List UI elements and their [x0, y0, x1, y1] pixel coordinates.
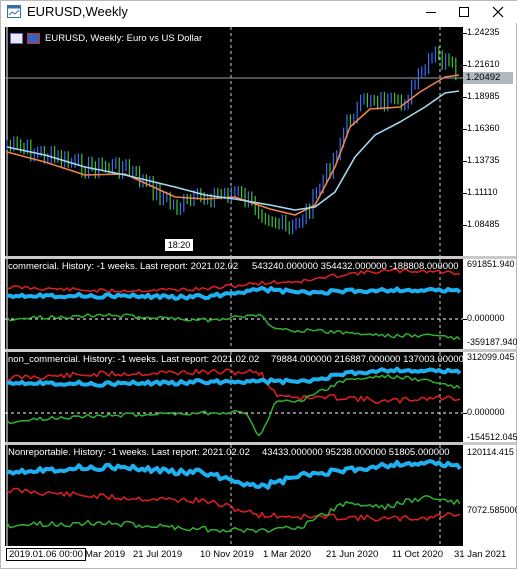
- indicator-axis[interactable]: 691851.940 0.000000 -359187.940: [463, 259, 517, 349]
- title-bar[interactable]: EURUSD,Weekly: [1, 1, 517, 23]
- nonreportable-indicator-panel[interactable]: Nonreportable. History: -1 weeks. Last r…: [5, 445, 463, 546]
- net-positions-line: [6, 285, 462, 301]
- indicator-axis[interactable]: 312099.045 0.000000 -154512.045: [463, 352, 517, 442]
- short-positions-line: [6, 374, 461, 437]
- price-axis[interactable]: 1.24235 1.21610 1.20492 1.18985 1.16360 …: [463, 27, 516, 256]
- non-commercial-indicator-panel[interactable]: non_commercial. History: -1 weeks. Last …: [5, 352, 463, 442]
- price-axis-label: 1.24235: [467, 27, 500, 37]
- price-chart-canvas[interactable]: [5, 27, 463, 256]
- crosshair-time-label: 18:20: [165, 239, 193, 251]
- indicator-axis-label: 691851.940: [467, 259, 515, 269]
- chart-window-icon: [7, 5, 21, 18]
- net-positions-line: [6, 459, 462, 490]
- indicator-axis-label: -359187.940: [467, 337, 517, 347]
- price-chart-panel[interactable]: EURUSD, Weekly: Euro vs US Dollar 18:20: [5, 27, 463, 256]
- indicator-axis-label: 0.000000: [467, 313, 505, 323]
- indicator-values: 43433.000000 95238.000000 51805.000000: [262, 447, 450, 458]
- non-commercial-indicator-canvas[interactable]: [5, 352, 463, 442]
- slow-moving-average: [6, 90, 460, 211]
- long-positions-line: [6, 487, 461, 522]
- indicator-axis-label: 7072.585000: [467, 505, 517, 515]
- time-axis-label: 21 Jun 2020: [326, 549, 379, 560]
- indicator-axis-label: 120114.415: [467, 447, 514, 457]
- indicator-axis-label: -154512.045: [467, 432, 517, 442]
- indicator-axis-label: 312099.045: [467, 352, 515, 362]
- price-axis-label: 1.13735: [467, 155, 500, 165]
- price-axis-label: 1.08485: [467, 219, 500, 229]
- fast-moving-average: [6, 74, 460, 216]
- current-price-tag: 1.20492: [463, 72, 513, 84]
- price-axis-label: 1.18985: [467, 91, 500, 101]
- indicator-label: Nonreportable. History: -1 weeks. Last r…: [8, 447, 250, 458]
- indicator-axis-label: 0.000000: [467, 407, 505, 417]
- price-axis-label: 1.16360: [467, 123, 500, 133]
- window-title: EURUSD,Weekly: [27, 4, 128, 19]
- short-positions-line: [6, 495, 461, 534]
- indicator-label: commercial. History: -1 weeks. Last repo…: [8, 261, 239, 272]
- time-axis-label: 2019.01.06 00:00: [6, 548, 86, 561]
- close-button[interactable]: [485, 1, 511, 23]
- minimize-button[interactable]: [418, 1, 444, 23]
- maximize-icon: [459, 7, 469, 17]
- indicator-axis[interactable]: 120114.415 7072.585000: [463, 445, 517, 546]
- commercial-indicator-panel[interactable]: commercial. History: -1 weeks. Last repo…: [5, 259, 463, 349]
- long-positions-line: [6, 268, 461, 294]
- commercial-indicator-canvas[interactable]: [5, 259, 463, 349]
- chart-header: EURUSD, Weekly: Euro vs US Dollar: [45, 33, 203, 44]
- time-axis-label: 31 Jan 2021: [454, 549, 507, 560]
- chart-menu-icon[interactable]: [10, 33, 23, 44]
- indicator-label: non_commercial. History: -1 weeks. Last …: [8, 354, 260, 365]
- price-axis-label: 1.11110: [467, 187, 498, 197]
- long-positions-line: [6, 368, 461, 405]
- indicator-values: 543240.000000 354432.000000 -188808.0000…: [252, 261, 459, 272]
- time-axis-label: Mar 2019: [85, 549, 126, 560]
- time-axis-label: 1 Mar 2020: [263, 549, 312, 560]
- price-axis-label: 1.21610: [467, 59, 500, 69]
- nonreportable-indicator-canvas[interactable]: [5, 445, 463, 546]
- time-axis-label: 21 Jul 2019: [133, 549, 183, 560]
- time-axis-label: 11 Oct 2020: [392, 549, 444, 560]
- panel-separator[interactable]: [5, 349, 516, 352]
- panel-separator[interactable]: [5, 256, 516, 259]
- time-axis[interactable]: 2019.01.06 00:00 Mar 2019 21 Jul 2019 10…: [5, 546, 516, 568]
- indicator-values: 79884.000000 216887.000000 137003.000000: [271, 354, 463, 365]
- short-positions-line: [6, 312, 461, 341]
- flag-icon: [27, 33, 40, 44]
- net-positions-line: [6, 366, 462, 388]
- maximize-button[interactable]: [451, 1, 477, 23]
- close-icon: [492, 6, 504, 18]
- minimize-icon: [426, 12, 436, 13]
- panel-separator[interactable]: [5, 442, 516, 445]
- time-axis-label: 10 Nov 2019: [200, 549, 254, 560]
